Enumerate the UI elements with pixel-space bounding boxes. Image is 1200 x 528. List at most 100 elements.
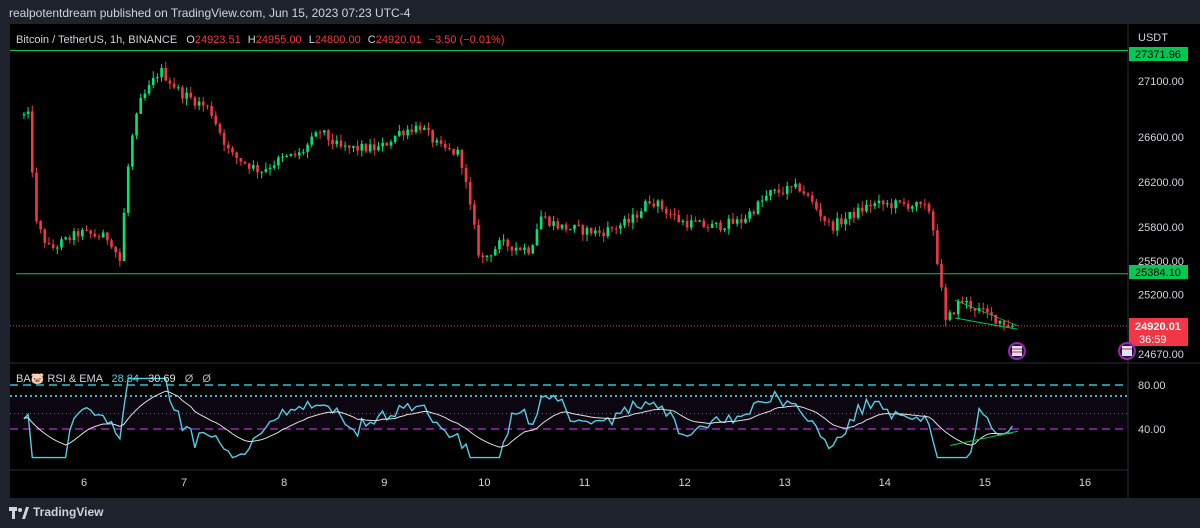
candle-body <box>423 127 426 130</box>
candle-body <box>531 245 535 254</box>
candle-body <box>293 153 297 156</box>
candle-body <box>673 214 676 216</box>
candle-body <box>873 203 877 207</box>
candle-body <box>473 204 476 225</box>
candle-body <box>68 237 72 241</box>
candle-body <box>22 114 26 116</box>
candle-body <box>277 157 280 166</box>
candle-body <box>894 200 897 209</box>
candle-body <box>239 157 243 162</box>
candle-body <box>106 232 109 241</box>
trendline-lower[interactable] <box>954 317 1019 330</box>
candle-body <box>956 300 960 315</box>
candle-body <box>919 201 922 204</box>
candle-body <box>589 227 593 234</box>
candle-body <box>26 111 30 115</box>
candle-body <box>60 239 63 248</box>
candle-body <box>794 183 797 187</box>
candle-body <box>660 200 664 209</box>
candle-body <box>285 155 289 157</box>
candle-body <box>840 218 843 225</box>
price-tick-label: 25800.00 <box>1138 222 1184 234</box>
candle-body <box>890 203 893 209</box>
candle-body <box>961 300 964 303</box>
candle-body <box>131 135 134 167</box>
countdown-label: 36:59 <box>1139 334 1167 346</box>
candle-body <box>235 152 238 158</box>
candle-body <box>539 216 543 230</box>
open-label: O <box>186 34 195 46</box>
price-tick-label: 26600.00 <box>1138 132 1184 144</box>
candle-body <box>506 239 510 247</box>
indicator-extra-2: Ø <box>202 373 211 385</box>
candle-body <box>815 201 818 210</box>
trendline-upper[interactable] <box>954 299 1019 327</box>
candle-body <box>902 202 906 204</box>
candle-body <box>435 140 439 143</box>
candle-body <box>631 214 635 223</box>
time-tick-label: 13 <box>779 477 791 489</box>
candle-body <box>585 227 589 235</box>
candle-body <box>619 225 622 229</box>
candle-body <box>760 200 764 202</box>
candle-body <box>402 130 405 136</box>
candle-body <box>389 141 393 146</box>
price-tick-label: 26200.00 <box>1138 177 1184 189</box>
candle-body <box>994 314 998 324</box>
candle-body <box>723 228 726 230</box>
candle-body <box>206 105 209 107</box>
candle-body <box>569 229 572 231</box>
tradingview-brand[interactable]: TradingView <box>33 505 104 519</box>
tradingview-logo-icon[interactable] <box>9 505 29 521</box>
candle-body <box>101 232 105 238</box>
candle-body <box>356 145 359 151</box>
candle-body <box>927 204 931 212</box>
publisher-line: realpotentdream published on TradingView… <box>9 6 411 20</box>
candle-body <box>819 209 822 217</box>
candle-body <box>164 67 168 81</box>
candle-body <box>877 200 881 204</box>
candle-body <box>256 165 259 173</box>
candle-body <box>156 77 159 79</box>
symbol-legend[interactable]: Bitcoin / TetherUS, 1h, BINANCE O24923.5… <box>16 34 505 46</box>
candle-body <box>222 132 226 145</box>
candle-body <box>981 308 985 310</box>
candle-body <box>39 221 42 230</box>
low-label: L <box>309 34 315 46</box>
time-tick-label: 14 <box>879 477 891 489</box>
candle-body <box>352 145 355 148</box>
candle-body <box>852 211 856 218</box>
candle-body <box>710 223 714 228</box>
candle-body <box>1002 320 1006 326</box>
candle-body <box>523 247 526 251</box>
candle-body <box>865 204 868 212</box>
candle-body <box>765 195 768 201</box>
candle-body <box>514 247 518 251</box>
time-tick-label: 12 <box>678 477 690 489</box>
candle-body <box>243 161 247 164</box>
time-tick-label: 16 <box>1079 477 1091 489</box>
candle-body <box>247 163 251 169</box>
rsi-legend[interactable]: BA🐷 RSI & EMA 28.84 30.69 Ø Ø <box>16 373 211 385</box>
candle-body <box>85 229 88 231</box>
resistance-tag: 27371.96 <box>1129 47 1188 61</box>
event-flag-axis-icon[interactable] <box>1118 342 1136 360</box>
candle-body <box>639 211 643 218</box>
rsi-trendline[interactable] <box>949 430 1019 446</box>
candle-body <box>831 221 835 231</box>
candle-body <box>306 144 309 152</box>
candle-body <box>97 236 101 238</box>
resistance-tag-label: 27371.96 <box>1135 49 1181 61</box>
candle-body <box>752 211 756 214</box>
candle-body <box>769 190 772 196</box>
candle-body <box>214 115 218 125</box>
candle-body <box>560 224 564 229</box>
candle-body <box>193 97 197 106</box>
time-tick-label: 6 <box>81 477 87 489</box>
candle-body <box>231 148 234 153</box>
candle-body <box>364 143 368 152</box>
event-flag-icon[interactable] <box>1008 342 1026 360</box>
candle-body <box>89 230 92 234</box>
candle-body <box>72 231 76 241</box>
